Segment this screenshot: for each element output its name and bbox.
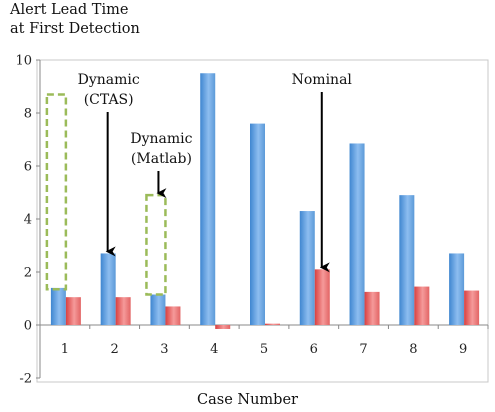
x-tick-label-8: 8 (409, 342, 417, 357)
red-bar-case-5 (265, 323, 280, 325)
y-tick-label: 8 (24, 107, 32, 122)
red-bar-case-1 (65, 297, 81, 325)
blue-bar-case-6 (299, 211, 315, 325)
y-axis-label-line-2: at First Detection (10, 21, 140, 37)
y-tick-label: -2 (19, 372, 32, 387)
x-tick-label-5: 5 (260, 342, 268, 357)
red-bar-case-6 (314, 269, 330, 325)
blue-bar-case-5 (250, 123, 265, 325)
y-axis-label-line-1: Alert Lead Time (10, 2, 129, 18)
blue-bar-case-2 (100, 253, 116, 325)
x-tick-label-9: 9 (459, 342, 467, 357)
annotation-text-case-6-line-1: Nominal (292, 72, 353, 88)
y-tick-label: 0 (24, 319, 32, 334)
x-tick-label-6: 6 (310, 342, 318, 357)
x-tick-label-4: 4 (210, 342, 218, 357)
red-bar-case-2 (115, 297, 131, 325)
y-tick-label: 2 (24, 266, 32, 281)
y-tick-label: 10 (15, 54, 32, 69)
annotation-text-case-2-line-1: Dynamic (78, 72, 140, 88)
y-tick-label: 4 (24, 213, 32, 228)
red-bar-case-9 (464, 290, 480, 325)
blue-bar-case-7 (349, 143, 365, 325)
dashed-highlight-box-case-3 (145, 193, 167, 296)
red-bar-case-8 (414, 286, 430, 325)
x-axis-label: Case Number (197, 392, 298, 408)
x-tick-label-2: 2 (111, 342, 119, 357)
red-bar-case-3 (165, 306, 181, 325)
blue-bar-case-4 (200, 73, 216, 325)
y-tick-label: 6 (24, 160, 32, 175)
annotation-text-case-3-line-2: (Matlab) (131, 151, 192, 167)
x-tick-label-3: 3 (160, 342, 168, 357)
red-bar-case-4 (215, 325, 231, 329)
blue-bar-case-9 (449, 253, 465, 325)
x-tick-label-1: 1 (61, 342, 69, 357)
red-bar-case-7 (364, 291, 380, 325)
annotation-text-case-2-line-2: (CTAS) (84, 92, 134, 108)
plot-area-border (36, 59, 489, 383)
dashed-highlight-box-case-1 (45, 93, 68, 291)
blue-bar-case-1 (50, 287, 66, 325)
annotation-text-case-3-line-1: Dynamic (130, 131, 192, 147)
x-tick-label-7: 7 (359, 342, 367, 357)
blue-bar-case-3 (150, 294, 166, 325)
blue-bar-case-8 (399, 195, 415, 325)
